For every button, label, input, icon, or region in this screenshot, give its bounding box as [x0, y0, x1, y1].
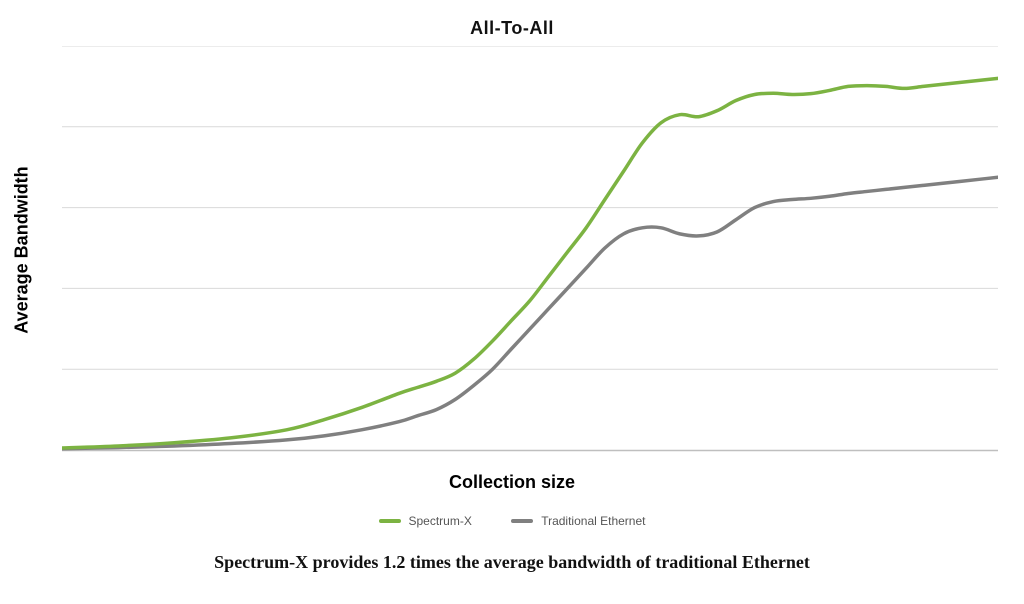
- x-axis-label: Collection size: [0, 472, 1024, 493]
- line-chart-plot: [62, 46, 998, 452]
- y-axis-label: Average Bandwidth: [12, 166, 33, 333]
- legend-label-spectrum-x: Spectrum-X: [409, 514, 472, 528]
- legend-swatch-traditional-ethernet: [511, 519, 533, 523]
- legend-item-traditional-ethernet: Traditional Ethernet: [511, 514, 645, 528]
- legend-swatch-spectrum-x: [379, 519, 401, 523]
- legend-label-traditional-ethernet: Traditional Ethernet: [541, 514, 645, 528]
- chart-container: All-To-All Average Bandwidth Collection …: [0, 0, 1024, 604]
- legend-item-spectrum-x: Spectrum-X: [379, 514, 472, 528]
- chart-caption: Spectrum-X provides 1.2 times the averag…: [0, 552, 1024, 573]
- chart-legend: Spectrum-X Traditional Ethernet: [0, 512, 1024, 528]
- chart-title: All-To-All: [0, 18, 1024, 39]
